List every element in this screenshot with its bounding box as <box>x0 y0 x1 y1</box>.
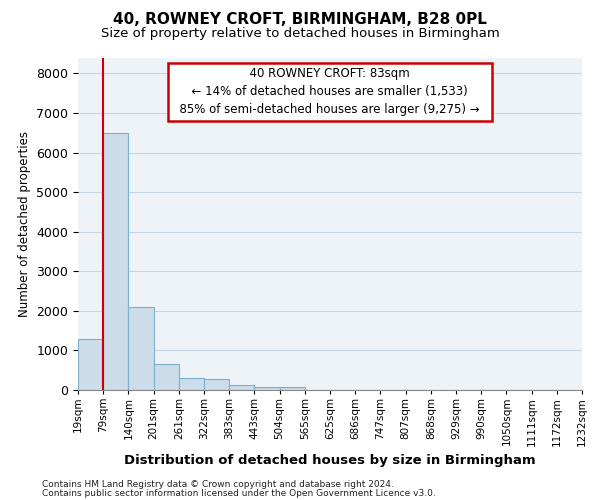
Bar <box>280 387 305 390</box>
Bar <box>179 378 204 390</box>
Text: Contains public sector information licensed under the Open Government Licence v3: Contains public sector information licen… <box>42 490 436 498</box>
Text: 40, ROWNEY CROFT, BIRMINGHAM, B28 0PL: 40, ROWNEY CROFT, BIRMINGHAM, B28 0PL <box>113 12 487 28</box>
Text: Size of property relative to detached houses in Birmingham: Size of property relative to detached ho… <box>101 28 499 40</box>
Bar <box>204 378 229 390</box>
Bar <box>229 385 254 390</box>
Y-axis label: Number of detached properties: Number of detached properties <box>18 130 31 317</box>
Bar <box>254 387 280 390</box>
X-axis label: Distribution of detached houses by size in Birmingham: Distribution of detached houses by size … <box>124 454 536 467</box>
Bar <box>154 364 179 390</box>
Bar <box>78 338 103 390</box>
Bar <box>103 132 128 390</box>
Text: 40 ROWNEY CROFT: 83sqm  
  ← 14% of detached houses are smaller (1,533)  
  85% : 40 ROWNEY CROFT: 83sqm ← 14% of detached… <box>172 68 488 116</box>
Text: Contains HM Land Registry data © Crown copyright and database right 2024.: Contains HM Land Registry data © Crown c… <box>42 480 394 489</box>
Bar <box>128 307 154 390</box>
